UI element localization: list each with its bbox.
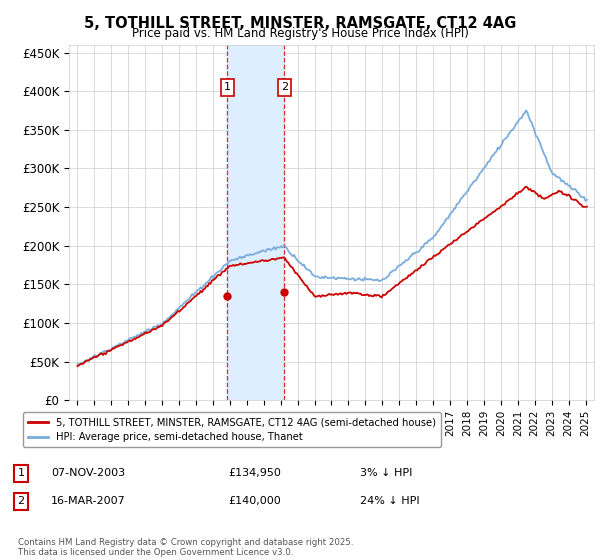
- Text: 07-NOV-2003: 07-NOV-2003: [51, 468, 125, 478]
- Text: £134,950: £134,950: [228, 468, 281, 478]
- Text: 5, TOTHILL STREET, MINSTER, RAMSGATE, CT12 4AG: 5, TOTHILL STREET, MINSTER, RAMSGATE, CT…: [84, 16, 516, 31]
- Text: 16-MAR-2007: 16-MAR-2007: [51, 496, 126, 506]
- Text: Contains HM Land Registry data © Crown copyright and database right 2025.
This d: Contains HM Land Registry data © Crown c…: [18, 538, 353, 557]
- Text: Price paid vs. HM Land Registry's House Price Index (HPI): Price paid vs. HM Land Registry's House …: [131, 27, 469, 40]
- Text: 2: 2: [281, 82, 288, 92]
- Text: £140,000: £140,000: [228, 496, 281, 506]
- Text: 2: 2: [17, 496, 25, 506]
- Legend: 5, TOTHILL STREET, MINSTER, RAMSGATE, CT12 4AG (semi-detached house), HPI: Avera: 5, TOTHILL STREET, MINSTER, RAMSGATE, CT…: [23, 412, 441, 447]
- Bar: [227, 45, 284, 400]
- Text: 24% ↓ HPI: 24% ↓ HPI: [360, 496, 419, 506]
- Text: 1: 1: [17, 468, 25, 478]
- Text: 1: 1: [224, 82, 231, 92]
- Text: 3% ↓ HPI: 3% ↓ HPI: [360, 468, 412, 478]
